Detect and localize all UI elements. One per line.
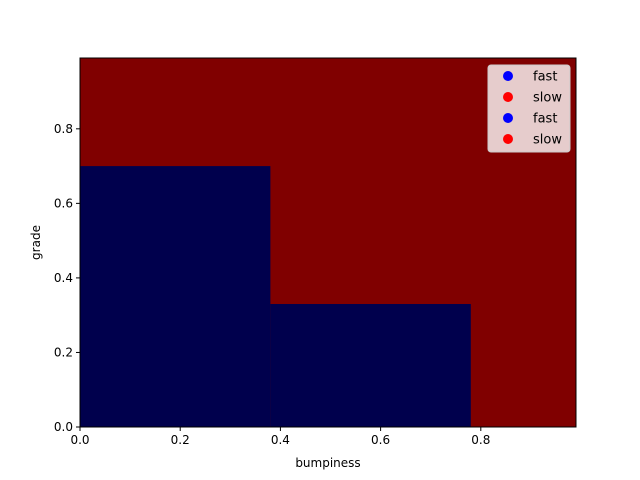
x-tick-label: 0.2	[171, 433, 190, 447]
legend-box	[487, 64, 571, 153]
legend-marker-fast	[503, 71, 513, 81]
legend-label-fast: fast	[533, 70, 557, 85]
y-tick-label: 0.0	[54, 420, 73, 434]
legend: fast slow fast slow	[487, 64, 571, 153]
y-tick-label: 0.6	[54, 196, 73, 210]
legend-label-fast: fast	[533, 112, 557, 127]
region-fast-2	[270, 304, 471, 427]
axis-ticks: 0.0 0.2 0.4 0.6 0.8 0.0 0.2 0.4 0.6 0.8	[54, 122, 490, 447]
legend-label-slow: slow	[533, 133, 562, 148]
region-fast-1	[80, 166, 271, 427]
y-tick-label: 0.8	[54, 122, 73, 136]
legend-marker-fast	[503, 113, 513, 123]
x-axis-label: bumpiness	[295, 456, 360, 470]
x-tick-label: 0.8	[471, 433, 490, 447]
x-tick-label: 0.0	[70, 433, 89, 447]
y-tick-label: 0.4	[54, 271, 73, 285]
x-tick-label: 0.6	[371, 433, 390, 447]
y-axis-label: grade	[29, 225, 43, 260]
axes-frame	[79, 57, 577, 428]
legend-label-slow: slow	[533, 91, 562, 106]
legend-marker-slow	[503, 92, 513, 102]
x-tick-label: 0.4	[271, 433, 290, 447]
y-tick-label: 0.2	[54, 345, 73, 359]
legend-marker-slow	[503, 134, 513, 144]
